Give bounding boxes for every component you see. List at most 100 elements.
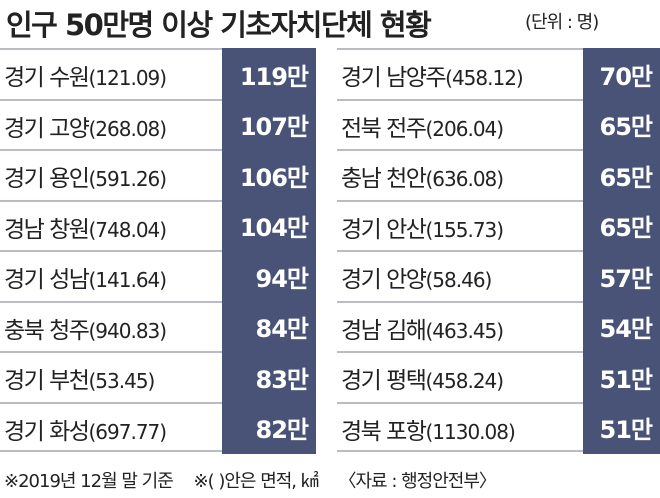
region: 전북	[341, 115, 382, 142]
region: 경기	[4, 368, 45, 394]
city-name: 전북 전주(206.04)	[341, 109, 504, 143]
left-table: 경기 수원(121.09) 119만 경기 고양(268.08) 107만 경기 용인(…	[0, 48, 316, 454]
population-value: 83만	[222, 351, 316, 403]
area-value: 697.77	[95, 419, 160, 444]
population-value: 82만	[222, 401, 316, 454]
region: 경기	[341, 65, 382, 91]
region: 경기	[341, 216, 382, 243]
city: 고양	[49, 115, 90, 142]
region: 경기	[4, 115, 45, 142]
city: 전주	[386, 115, 427, 142]
region: 경남	[341, 317, 382, 344]
area: (463.45)	[425, 318, 504, 343]
population-value: 51만	[583, 351, 660, 403]
city: 안산	[386, 216, 427, 243]
city: 평택	[386, 368, 427, 394]
city: 화성	[49, 418, 90, 445]
area: (121.09)	[88, 66, 167, 90]
city-name: 경기 부천(53.45)	[4, 361, 155, 395]
city: 김해	[386, 317, 427, 344]
city-name: 경남 김해(463.45)	[341, 311, 504, 345]
table-row: 전북 전주(206.04) 65만	[337, 98, 660, 151]
area-value: 463.45	[432, 318, 497, 343]
city-name: 경남 창원(748.04)	[4, 210, 167, 244]
table-row: 경기 성남(141.64) 94만	[0, 250, 316, 302]
area-value: 748.04	[95, 217, 160, 242]
city: 부천	[49, 368, 90, 394]
city: 수원	[49, 65, 90, 91]
area: (53.45)	[88, 369, 155, 393]
area: (268.08)	[88, 116, 167, 141]
city-name: 경기 안산(155.73)	[341, 210, 504, 244]
area-value: 155.73	[432, 217, 497, 242]
area-value: 458.12	[451, 66, 517, 90]
city-name: 경기 성남(141.64)	[4, 260, 167, 294]
region: 경남	[4, 216, 45, 243]
area: (748.04)	[88, 217, 167, 242]
footnote-area: ※( )안은 면적, ㎢	[193, 471, 319, 492]
table-row: 경기 안산(155.73) 65만	[337, 199, 660, 252]
region: 경기	[341, 368, 382, 394]
population-value: 94만	[222, 250, 316, 302]
area: (1130.08)	[425, 419, 515, 444]
city-name: 경기 고양(268.08)	[4, 109, 167, 143]
city: 포항	[386, 418, 427, 445]
city-name: 충북 청주(940.83)	[4, 311, 167, 345]
city-name: 경북 포항(1130.08)	[341, 412, 516, 446]
city: 남양주	[386, 65, 446, 91]
city-name: 경기 평택(458.24)	[341, 361, 504, 395]
area-value: 206.04	[432, 116, 497, 141]
area: (591.26)	[88, 167, 167, 191]
area-value: 636.08	[432, 167, 497, 191]
table-row: 경남 김해(463.45) 54만	[337, 300, 660, 353]
area-value: 121.09	[95, 66, 160, 90]
table-row: 경기 고양(268.08) 107만	[0, 98, 316, 151]
table-row: 경북 포항(1130.08) 51만	[337, 401, 660, 454]
population-value: 84만	[222, 300, 316, 353]
page-title: 인구 50만명 이상 기초자치단체 현황	[6, 8, 432, 42]
population-value: 106만	[222, 149, 316, 201]
population-value: 107만	[222, 98, 316, 151]
area-value: 53.45	[95, 369, 148, 393]
table-row: 경기 수원(121.09) 119만	[0, 48, 316, 100]
city-name: 경기 남양주(458.12)	[341, 58, 524, 92]
city-name: 경기 안양(58.46)	[341, 260, 492, 294]
region: 충남	[341, 166, 382, 192]
area-value: 141.64	[95, 268, 160, 292]
area: (636.08)	[425, 167, 504, 191]
city: 창원	[49, 216, 90, 243]
table-row: 경남 창원(748.04) 104만	[0, 199, 316, 252]
area: (206.04)	[425, 116, 504, 141]
area-value: 58.46	[432, 268, 485, 292]
area-value: 268.08	[95, 116, 160, 141]
city: 청주	[49, 317, 90, 344]
table-row: 충남 천안(636.08) 65만	[337, 149, 660, 201]
area: (141.64)	[88, 268, 167, 292]
population-value: 54만	[583, 300, 660, 353]
unit-label: (단위 : 명)	[525, 12, 599, 33]
population-value: 65만	[583, 149, 660, 201]
right-table: 경기 남양주(458.12) 70만 전북 전주(206.04) 65만 충남 천안(6…	[337, 48, 660, 454]
table-row: 경기 평택(458.24) 51만	[337, 351, 660, 403]
population-value: 104만	[222, 199, 316, 252]
city: 안양	[386, 267, 427, 293]
region: 경기	[4, 166, 45, 192]
table-row: 충북 청주(940.83) 84만	[0, 300, 316, 353]
region: 경기	[341, 267, 382, 293]
area-value: 1130.08	[432, 419, 509, 444]
area: (155.73)	[425, 217, 504, 242]
city-name: 경기 화성(697.77)	[4, 412, 167, 446]
city: 천안	[386, 166, 427, 192]
population-value: 57만	[583, 250, 660, 302]
city-name: 경기 용인(591.26)	[4, 159, 167, 193]
table-row: 경기 용인(591.26) 106만	[0, 149, 316, 201]
table-row: 경기 남양주(458.12) 70만	[337, 48, 660, 100]
region: 경기	[4, 418, 45, 445]
area-value: 458.24	[432, 369, 497, 393]
city: 용인	[49, 166, 90, 192]
region: 경기	[4, 65, 45, 91]
area: (940.83)	[88, 318, 167, 343]
table-row: 경기 화성(697.77) 82만	[0, 401, 316, 454]
area: (458.24)	[425, 369, 504, 393]
city-name: 충남 천안(636.08)	[341, 159, 504, 193]
